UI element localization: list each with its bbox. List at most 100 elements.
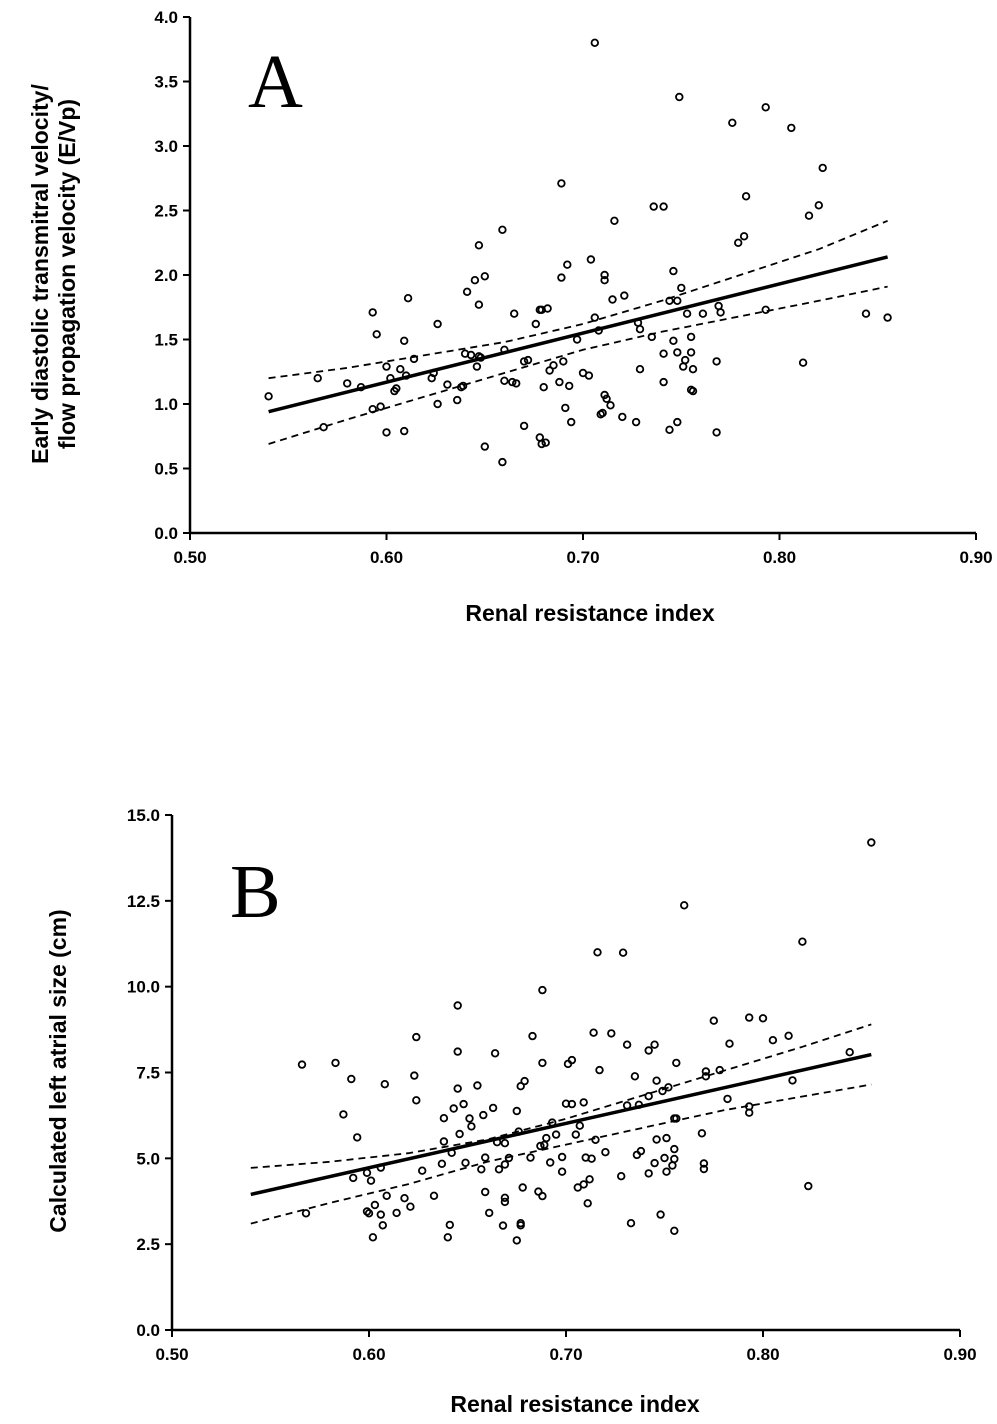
- data-point: [669, 336, 678, 345]
- data-point: [861, 309, 871, 318]
- data-point: [768, 1035, 778, 1045]
- data-point: [636, 1146, 646, 1156]
- data-point: [349, 1173, 358, 1183]
- data-point: [467, 1122, 476, 1131]
- data-point: [488, 1103, 498, 1113]
- panel-b: B Calculated left atrial size (cm) Renal…: [45, 806, 977, 1417]
- data-point: [538, 1058, 547, 1068]
- data-point: [709, 1016, 718, 1025]
- data-point: [591, 1135, 600, 1144]
- data-point: [610, 216, 619, 225]
- y-tick-label: 2.5: [136, 1235, 160, 1254]
- data-point: [370, 1200, 380, 1210]
- data-point: [563, 260, 572, 269]
- data-point: [697, 1129, 707, 1138]
- data-point: [635, 365, 645, 374]
- y-axis-label-a: Early diastolic transmitral velocity/ fl…: [27, 84, 80, 464]
- data-point: [673, 417, 682, 427]
- data-point: [598, 408, 607, 418]
- data-point: [672, 1114, 681, 1123]
- data-point: [382, 1191, 391, 1200]
- data-point: [662, 1167, 671, 1176]
- data-point: [606, 401, 615, 410]
- data-point: [453, 1001, 462, 1010]
- data-point: [728, 118, 737, 127]
- data-point: [644, 1091, 653, 1101]
- y-tick-label: 2.5: [154, 202, 178, 221]
- data-point: [539, 383, 548, 392]
- data-point: [559, 357, 568, 366]
- data-point: [652, 1135, 661, 1144]
- data-point: [409, 354, 419, 364]
- data-point: [723, 1094, 732, 1104]
- data-point: [644, 1169, 653, 1178]
- data-point: [380, 1079, 389, 1089]
- data-point: [688, 365, 698, 374]
- data-point: [579, 1098, 588, 1107]
- data-point: [656, 1210, 665, 1219]
- data-point: [498, 1221, 508, 1230]
- data-point: [675, 92, 684, 102]
- data-point: [725, 1039, 734, 1048]
- data-point: [745, 1108, 754, 1117]
- data-point: [814, 201, 823, 210]
- data-point: [537, 439, 546, 449]
- data-point: [787, 123, 796, 133]
- data-point: [512, 379, 521, 388]
- data-point: [319, 423, 328, 432]
- data-point: [670, 1226, 679, 1235]
- data-point: [608, 295, 617, 304]
- data-point: [474, 241, 484, 250]
- data-point: [372, 330, 381, 339]
- y-tick-label: 4.0: [154, 8, 178, 27]
- y-axis-label-b: Calculated left atrial size (cm): [45, 909, 71, 1232]
- data-point: [600, 276, 609, 285]
- data-point: [459, 1099, 468, 1109]
- data-point: [538, 985, 547, 995]
- data-point: [443, 1233, 452, 1242]
- data-point: [883, 313, 892, 322]
- data-point: [481, 1187, 490, 1197]
- data-point: [368, 405, 377, 414]
- y-tick-label: 1.0: [154, 395, 178, 414]
- data-point: [498, 225, 507, 234]
- data-point: [538, 1191, 547, 1201]
- x-tick-label: 0.90: [943, 1345, 976, 1364]
- data-point: [512, 1106, 521, 1116]
- data-point: [587, 1154, 596, 1163]
- data-point: [659, 349, 668, 358]
- data-point: [681, 355, 690, 365]
- data-point: [565, 381, 574, 391]
- data-point: [818, 163, 827, 173]
- data-point: [635, 325, 645, 334]
- data-point: [659, 377, 668, 387]
- data-point: [688, 386, 698, 396]
- y-tick-label: 15.0: [127, 806, 160, 825]
- y-tick-label: 3.5: [154, 73, 178, 92]
- data-point: [410, 1071, 419, 1080]
- data-point: [662, 1133, 671, 1143]
- data-point: [670, 1144, 679, 1154]
- data-point: [461, 1158, 470, 1167]
- data-point: [669, 266, 678, 276]
- data-point: [519, 421, 529, 431]
- data-point: [500, 1138, 510, 1148]
- data-point: [567, 1055, 577, 1065]
- data-point: [536, 1141, 545, 1151]
- data-point: [465, 1114, 474, 1123]
- data-point: [572, 335, 582, 344]
- data-point: [412, 1032, 421, 1042]
- data-point: [528, 1031, 537, 1041]
- data-point: [543, 304, 552, 313]
- y-tick-label: 0.5: [154, 460, 178, 479]
- data-point: [845, 1047, 854, 1057]
- data-point: [673, 348, 682, 357]
- ci-lower-line: [268, 285, 888, 445]
- data-point: [392, 1208, 401, 1218]
- data-point: [313, 374, 322, 383]
- x-tick-label: 0.50: [155, 1345, 188, 1364]
- data-point: [650, 1040, 659, 1049]
- data-point: [561, 403, 570, 413]
- data-point: [622, 1040, 632, 1049]
- data-point: [418, 1166, 427, 1175]
